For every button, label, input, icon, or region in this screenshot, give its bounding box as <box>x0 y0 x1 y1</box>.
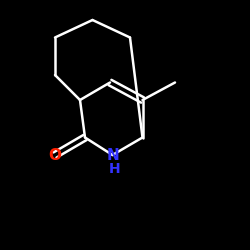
Text: O: O <box>48 148 62 162</box>
Text: N: N <box>106 148 119 162</box>
Text: H: H <box>109 162 121 176</box>
